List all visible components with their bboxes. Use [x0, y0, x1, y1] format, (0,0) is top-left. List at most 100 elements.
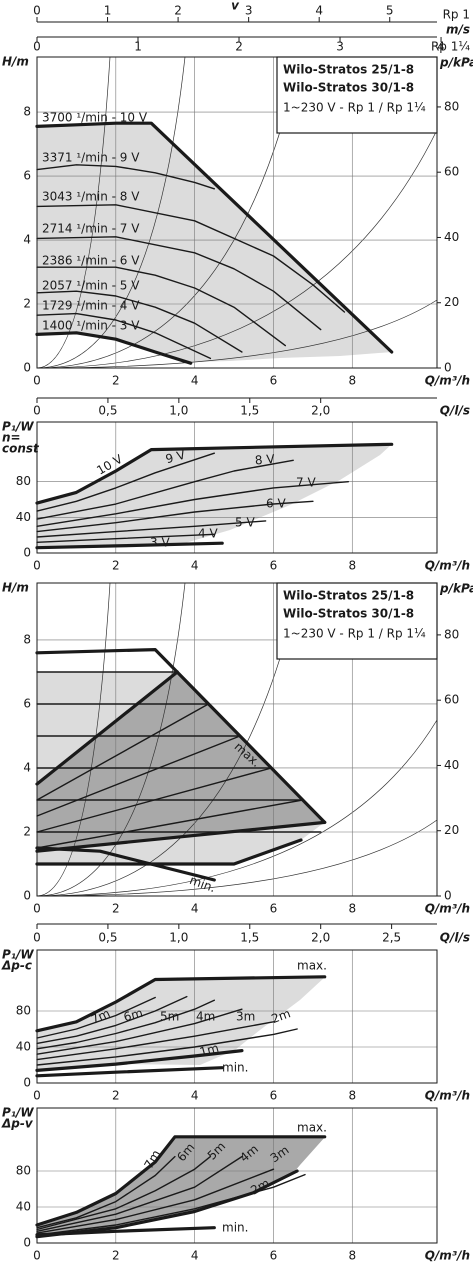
curve-label: min. [222, 1061, 248, 1075]
axis-unit: m/s [446, 23, 470, 37]
system-curve [37, 583, 186, 896]
system-curves [37, 57, 437, 368]
x-tick-label: 8 [348, 559, 356, 573]
curve [36, 164, 215, 190]
axis-label: Rp 1¼ [431, 40, 470, 54]
x-axis-label: Q/m³/h [425, 559, 470, 573]
x-tick-label: 4 [191, 1089, 199, 1103]
y2-tick-label: 60 [444, 693, 459, 707]
y-tick-label: 80 [16, 1004, 31, 1018]
y2-axis-label: p/kPa [439, 56, 473, 70]
curve-label: 7 V [296, 476, 316, 490]
curve [36, 1155, 243, 1232]
curve [35, 838, 303, 866]
curve-label: 9 V [164, 447, 187, 466]
curve [35, 1135, 327, 1227]
curve [35, 975, 327, 1033]
tick-label: 2 [174, 4, 182, 18]
y2-tick-label: 0 [444, 889, 452, 903]
x-tick-label: 4 [191, 1249, 199, 1263]
curve [36, 312, 212, 360]
curve [36, 1028, 298, 1066]
curve-label: 6 V [266, 497, 286, 511]
area-panel-5 [37, 1137, 325, 1237]
curve-label: 3371 ¹/min - 9 V [42, 151, 140, 165]
curve [35, 670, 179, 786]
y-tick-label: 8 [23, 105, 31, 119]
curve-label: 4m [196, 1010, 215, 1024]
operating-areas [37, 123, 392, 1237]
x-tick-label: 2 [112, 374, 120, 388]
x-tick-label: 6 [270, 559, 278, 573]
x-axis-label: Q/m³/h [425, 902, 470, 916]
tick-label: 0 [33, 404, 41, 418]
tick-label: 3 [336, 40, 344, 54]
x-tick-label: 0 [33, 559, 41, 573]
tick-label: 0,5 [98, 404, 117, 418]
y2-axis-label: p/kPa [439, 582, 473, 596]
axis-label: Q/l/s [440, 931, 470, 945]
y2-tick-label: 20 [444, 823, 459, 837]
legend-text: 1~230 V - Rp 1 / Rp 1¼ [283, 101, 426, 115]
y-tick-label: 40 [16, 510, 31, 524]
x-axis-label: Q/m³/h [425, 374, 470, 388]
curve [36, 452, 215, 512]
tick-label: 0,5 [98, 931, 117, 945]
system-curve [37, 819, 437, 896]
curve-label: max. [297, 1121, 327, 1135]
x-tick-label: 0 [33, 1249, 41, 1263]
y-tick-label: 4 [23, 233, 31, 247]
y2-tick-label: 20 [444, 295, 459, 309]
curve [36, 520, 267, 538]
tick-label: 0 [33, 931, 41, 945]
x-tick-label: 6 [270, 1249, 278, 1263]
x-tick-label: 8 [348, 902, 356, 916]
y-tick-label: 0 [23, 889, 31, 903]
tick-label: 0 [33, 40, 41, 54]
plot-frame [36, 56, 438, 369]
y-axis-label: P₁/W [2, 420, 34, 434]
x-tick-label: 4 [191, 559, 199, 573]
curve [36, 266, 286, 347]
curve [35, 121, 394, 354]
system-curve [37, 129, 437, 368]
curve [36, 204, 346, 313]
x-axis-label: Q/m³/h [425, 1089, 470, 1103]
curve [35, 820, 327, 853]
x-tick-label: 6 [270, 1089, 278, 1103]
curve [35, 1066, 224, 1078]
curve [36, 767, 273, 833]
curve [35, 331, 193, 365]
curve [36, 290, 243, 353]
system-curve [37, 57, 111, 368]
plot-frame [36, 949, 438, 1084]
y-tick-label: 0 [23, 546, 31, 560]
curve-label: 6m [122, 1006, 144, 1025]
tick-label: 1,0 [169, 404, 188, 418]
system-curve [37, 57, 186, 368]
y-tick-label: 2 [23, 824, 31, 838]
y-axis-label: P₁/W [2, 1106, 34, 1120]
legend-text: Wilo-Stratos 25/1-8 [283, 63, 414, 77]
curve-label: 3 V [150, 536, 170, 550]
curve-label: 1m [198, 1041, 220, 1060]
y2-tick-label: 60 [444, 165, 459, 179]
curve-label: min. [222, 1221, 248, 1235]
curve [36, 735, 241, 817]
x-tick-label: 2 [112, 1249, 120, 1263]
x-axis-label: Q/m³/h [425, 1249, 470, 1263]
legend-box [276, 582, 438, 660]
curve [36, 1168, 275, 1234]
legend-text: Wilo-Stratos 30/1-8 [283, 607, 414, 621]
tick-label: 2,0 [311, 931, 330, 945]
x-tick-label: 0 [33, 374, 41, 388]
x-tick-label: 6 [270, 902, 278, 916]
curve [35, 1169, 299, 1239]
axis-label: Q/l/s [440, 404, 470, 418]
tick-label: 1 [104, 4, 112, 18]
x-tick-label: 4 [191, 374, 199, 388]
curve [35, 648, 327, 824]
curve-label: 4 V [198, 527, 218, 541]
y-tick-label: 40 [16, 1040, 31, 1054]
curve [36, 459, 294, 520]
